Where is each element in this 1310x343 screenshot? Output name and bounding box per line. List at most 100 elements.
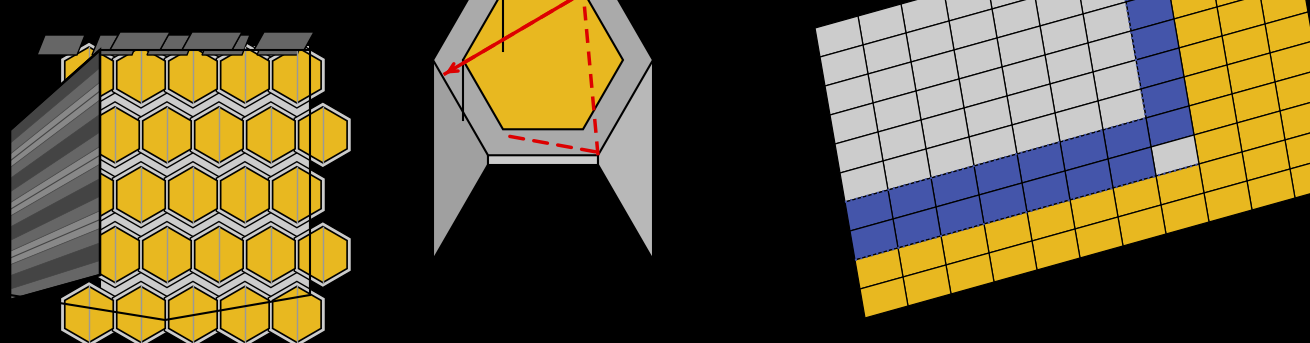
Polygon shape (1089, 31, 1136, 72)
Polygon shape (64, 47, 113, 103)
Polygon shape (1027, 200, 1076, 241)
Polygon shape (979, 183, 1027, 224)
Polygon shape (60, 42, 118, 108)
Polygon shape (1227, 53, 1275, 94)
Polygon shape (1022, 171, 1070, 212)
Polygon shape (64, 286, 113, 342)
Polygon shape (1212, 0, 1260, 7)
Polygon shape (216, 162, 274, 228)
Polygon shape (1151, 135, 1199, 176)
Polygon shape (60, 162, 118, 228)
Polygon shape (941, 224, 989, 265)
Polygon shape (10, 114, 100, 192)
Polygon shape (190, 102, 248, 168)
Polygon shape (220, 47, 269, 103)
Polygon shape (954, 38, 1002, 79)
Polygon shape (1189, 94, 1237, 135)
Polygon shape (269, 42, 325, 108)
Polygon shape (10, 146, 100, 216)
Polygon shape (1032, 229, 1079, 270)
Polygon shape (1275, 70, 1310, 111)
Polygon shape (220, 286, 269, 342)
Polygon shape (110, 32, 170, 50)
Polygon shape (117, 286, 165, 342)
Polygon shape (597, 0, 652, 260)
Polygon shape (143, 107, 191, 163)
Polygon shape (969, 125, 1017, 166)
Polygon shape (90, 107, 139, 163)
Polygon shape (169, 47, 217, 103)
Polygon shape (850, 219, 897, 260)
Polygon shape (897, 236, 946, 277)
Polygon shape (110, 32, 170, 50)
Polygon shape (113, 281, 169, 343)
Polygon shape (10, 50, 100, 143)
Polygon shape (182, 32, 242, 50)
Polygon shape (1013, 113, 1060, 154)
Polygon shape (1285, 128, 1310, 169)
Polygon shape (859, 277, 908, 318)
Polygon shape (242, 222, 300, 287)
Polygon shape (1265, 12, 1310, 53)
Polygon shape (1002, 55, 1051, 96)
Polygon shape (975, 154, 1022, 195)
Polygon shape (1146, 106, 1193, 147)
Polygon shape (117, 47, 165, 103)
Polygon shape (1174, 7, 1222, 48)
Polygon shape (869, 62, 916, 103)
Polygon shape (1078, 0, 1127, 14)
Polygon shape (893, 207, 941, 248)
Polygon shape (1060, 130, 1108, 171)
Polygon shape (815, 16, 863, 57)
Polygon shape (1280, 99, 1310, 140)
Polygon shape (1242, 140, 1290, 181)
Polygon shape (1247, 169, 1296, 210)
Polygon shape (182, 32, 242, 50)
Polygon shape (164, 162, 221, 228)
Polygon shape (1065, 159, 1114, 200)
Polygon shape (1179, 36, 1227, 77)
Polygon shape (90, 226, 139, 283)
Polygon shape (257, 35, 305, 55)
Polygon shape (1193, 123, 1242, 164)
Polygon shape (1260, 0, 1307, 24)
Polygon shape (1093, 60, 1141, 101)
Polygon shape (113, 42, 169, 108)
Polygon shape (1290, 157, 1310, 198)
Polygon shape (1114, 176, 1161, 217)
Polygon shape (1017, 142, 1065, 183)
Polygon shape (37, 35, 85, 55)
Polygon shape (254, 32, 314, 50)
Polygon shape (190, 222, 248, 287)
Polygon shape (272, 167, 321, 223)
Polygon shape (10, 82, 100, 168)
Polygon shape (964, 96, 1013, 137)
Polygon shape (858, 4, 907, 45)
Polygon shape (916, 79, 964, 120)
Polygon shape (10, 50, 100, 300)
Polygon shape (10, 275, 100, 300)
Polygon shape (834, 132, 883, 173)
Polygon shape (216, 42, 274, 108)
Polygon shape (269, 162, 325, 228)
Polygon shape (959, 67, 1007, 108)
Polygon shape (139, 102, 195, 168)
Polygon shape (299, 107, 347, 163)
Polygon shape (1217, 0, 1265, 36)
Polygon shape (1169, 0, 1217, 19)
Polygon shape (1051, 72, 1098, 113)
Polygon shape (907, 21, 954, 62)
Polygon shape (1199, 152, 1247, 193)
Polygon shape (989, 241, 1038, 282)
Polygon shape (254, 32, 314, 50)
Polygon shape (1155, 164, 1204, 205)
Polygon shape (202, 35, 250, 55)
Polygon shape (10, 179, 100, 240)
Polygon shape (169, 286, 217, 342)
Polygon shape (1141, 77, 1189, 118)
Polygon shape (921, 108, 969, 149)
Polygon shape (64, 167, 113, 223)
Polygon shape (946, 253, 994, 294)
Polygon shape (1131, 19, 1179, 60)
Polygon shape (272, 286, 321, 342)
